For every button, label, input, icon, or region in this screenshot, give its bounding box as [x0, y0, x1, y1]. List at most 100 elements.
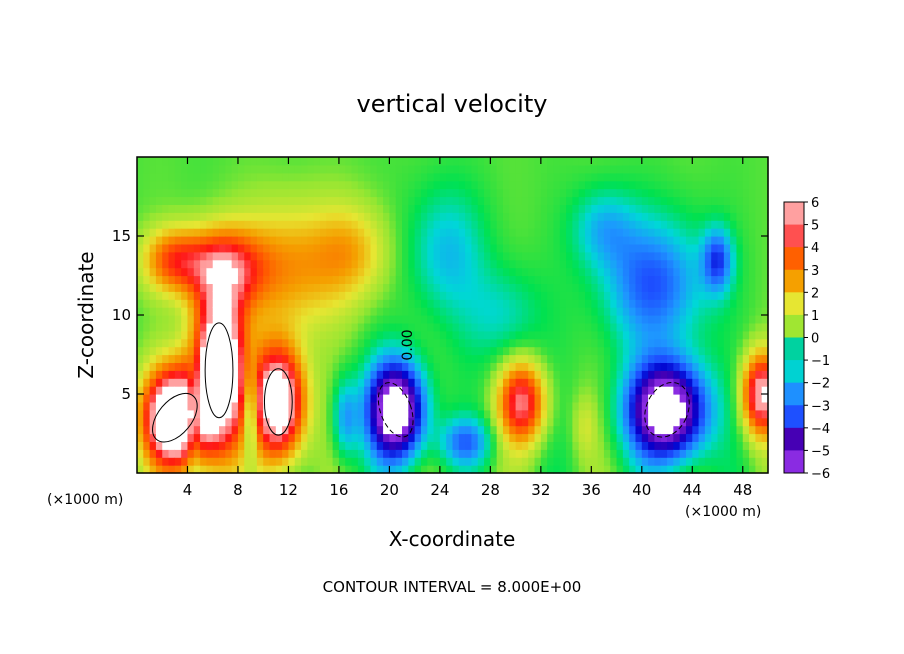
heatmap-cell — [521, 204, 529, 213]
heatmap-cell — [559, 172, 567, 182]
heatmap-cell — [351, 457, 359, 466]
heatmap-cell — [143, 354, 151, 363]
heatmap-cell — [616, 378, 624, 387]
heatmap-cell — [408, 204, 416, 213]
heatmap-cell — [250, 386, 258, 395]
heatmap-cell — [389, 283, 397, 292]
heatmap-cell — [402, 433, 409, 442]
heatmap-cell — [685, 465, 693, 474]
heatmap-cell — [433, 283, 441, 292]
heatmap-cell — [250, 243, 258, 253]
heatmap-cell — [458, 449, 466, 458]
heatmap-cell — [200, 164, 208, 174]
heatmap-cell — [383, 275, 390, 284]
heatmap-cell — [452, 465, 460, 474]
heatmap-cell — [572, 236, 580, 245]
heatmap-cell — [629, 346, 637, 356]
heatmap-cell — [528, 164, 536, 174]
heatmap-cell — [294, 441, 302, 450]
heatmap-cell — [572, 433, 580, 442]
heatmap-cell — [206, 378, 214, 387]
heatmap-cell — [452, 449, 460, 458]
heatmap-cell — [484, 449, 491, 458]
heatmap-cell — [578, 362, 586, 371]
heatmap-cell — [484, 354, 491, 363]
heatmap-cell — [395, 212, 403, 221]
heatmap-cell — [420, 251, 428, 261]
heatmap-cell — [761, 394, 769, 403]
heatmap-cell — [370, 164, 378, 174]
heatmap-cell — [509, 188, 517, 198]
heatmap-cell — [137, 409, 144, 419]
heatmap-cell — [698, 417, 706, 427]
heatmap-cell — [685, 204, 693, 213]
heatmap-cell — [244, 433, 252, 442]
heatmap-cell — [711, 251, 719, 261]
heatmap-cell — [206, 299, 214, 308]
heatmap-cell — [528, 212, 536, 221]
heatmap-cell — [193, 212, 201, 221]
heatmap-cell — [149, 251, 157, 261]
heatmap-cell — [578, 394, 586, 403]
heatmap-cell — [162, 433, 170, 442]
heatmap-cell — [578, 228, 586, 237]
heatmap-cell — [275, 315, 283, 324]
heatmap-cell — [458, 417, 466, 427]
heatmap-cell — [654, 212, 662, 221]
heatmap-cell — [540, 433, 548, 442]
heatmap-cell — [364, 330, 372, 340]
heatmap-cell — [143, 322, 151, 332]
heatmap-cell — [376, 188, 384, 198]
heatmap-cell — [452, 354, 460, 363]
heatmap-cell — [578, 236, 586, 245]
heatmap-cell — [376, 180, 384, 190]
heatmap-cell — [168, 386, 176, 395]
heatmap-cell — [528, 449, 536, 458]
heatmap-cell — [540, 354, 548, 363]
heatmap-cell — [597, 212, 605, 221]
heatmap-cell — [723, 220, 731, 229]
heatmap-cell — [288, 457, 296, 466]
heatmap-cell — [572, 204, 580, 213]
heatmap-cell — [692, 457, 700, 466]
heatmap-cell — [219, 164, 226, 174]
heatmap-cell — [181, 394, 189, 403]
heatmap-cell — [269, 259, 277, 269]
heatmap-cell — [301, 465, 308, 474]
heatmap-cell — [540, 275, 548, 284]
heatmap-cell — [673, 386, 681, 395]
heatmap-cell — [761, 401, 769, 411]
heatmap-cell — [578, 196, 586, 205]
heatmap-cell — [219, 409, 226, 419]
heatmap-cell — [427, 291, 435, 300]
heatmap-cell — [629, 417, 637, 427]
heatmap-cell — [212, 188, 220, 198]
heatmap-cell — [698, 157, 706, 166]
heatmap-cell — [439, 164, 447, 174]
heatmap-cell — [496, 188, 504, 198]
heatmap-cell — [597, 243, 605, 253]
heatmap-cell — [345, 228, 353, 237]
heatmap-cell — [219, 196, 226, 205]
heatmap-cell — [490, 425, 498, 435]
heatmap-cell — [458, 299, 466, 308]
heatmap-cell — [502, 251, 510, 261]
heatmap-cell — [566, 251, 573, 261]
heatmap-cell — [458, 425, 466, 435]
heatmap-cell — [566, 172, 573, 182]
heatmap-cell — [250, 196, 258, 205]
heatmap-cell — [212, 338, 220, 348]
heatmap-cell — [313, 322, 321, 332]
heatmap-cell — [225, 449, 233, 458]
heatmap-cell — [319, 401, 327, 411]
heatmap-cell — [458, 220, 466, 229]
heatmap-cell — [326, 465, 334, 474]
heatmap-cell — [477, 330, 485, 340]
heatmap-cell — [332, 322, 340, 332]
heatmap-cell — [736, 465, 744, 474]
heatmap-cell — [143, 180, 151, 190]
heatmap-cell — [717, 441, 725, 450]
heatmap-cell — [364, 362, 372, 371]
heatmap-cell — [685, 196, 693, 205]
heatmap-cell — [162, 259, 170, 269]
